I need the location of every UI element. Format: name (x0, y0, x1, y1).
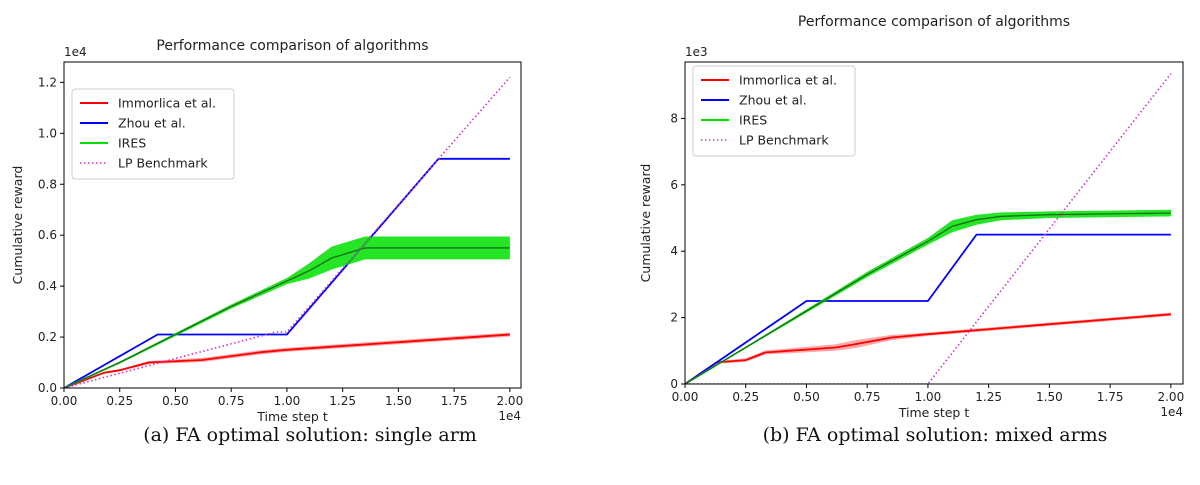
series-mean-line-3 (685, 212, 1171, 384)
x-tick-label: 2.00 (1157, 390, 1184, 404)
y-tick-label: 0 (670, 377, 678, 391)
x-tick-label: 2.00 (496, 394, 523, 408)
x-tick-label: 0.75 (218, 394, 245, 408)
chart-2: Performance comparison of algorithms 0.00… (638, 14, 1184, 446)
y-multiplier: 1e4 (64, 45, 87, 59)
chart-title: Performance comparison of algorithms (798, 14, 1070, 30)
axes-frame (63, 61, 522, 389)
figure-caption: (b) FA optimal solution: mixed arms (763, 424, 1108, 446)
x-tick-label: 0.50 (793, 390, 820, 404)
y-tick-label: 6 (670, 178, 678, 192)
series-line-4 (64, 76, 511, 388)
series-band-3 (685, 209, 1171, 384)
x-tick-label: 1.00 (274, 394, 301, 408)
legend-label-1: Immorlica et al. (739, 73, 837, 88)
series-line-1 (64, 333, 510, 388)
y-tick-label: 1.2 (38, 75, 57, 89)
series-line-2 (64, 157, 510, 388)
legend-label-1: Immorlica et al. (118, 96, 216, 111)
x-multiplier: 1e4 (1160, 405, 1183, 419)
x-tick-label: 0.25 (106, 394, 133, 408)
series-band-1 (685, 312, 1171, 384)
y-tick-label: 0.2 (38, 330, 57, 344)
legend: Immorlica et al. Zhou et al. IRES LP Benchm… (71, 88, 235, 180)
x-tick-label: 0.75 (854, 390, 881, 404)
legend-label-3: IRES (739, 113, 767, 128)
x-tick-label: 1.00 (915, 390, 942, 404)
chart-1: Performance comparison of algorithms0.00… (10, 38, 523, 446)
x-tick-label: 0.00 (51, 394, 78, 408)
y-tick-label: 0.4 (38, 279, 57, 293)
chart-title: Performance comparison of algorithms (156, 38, 428, 54)
y-axis-label: Cumulative reward (638, 164, 653, 283)
legend-label-3: IRES (118, 136, 146, 151)
y-tick-label: 4 (670, 244, 678, 258)
y-tick-label: 8 (670, 111, 678, 125)
y-tick-label: 0.6 (38, 228, 57, 242)
x-axis-label: Time step t (898, 405, 970, 420)
series-line-1 (685, 313, 1171, 384)
legend-box (692, 65, 856, 157)
legend-label-2: Zhou et al. (118, 116, 186, 131)
legend-label-2: Zhou et al. (739, 93, 807, 108)
legend-label-4: LP Benchmark (739, 133, 829, 148)
x-tick-label: 1.50 (1036, 390, 1063, 404)
x-tick-label: 0.00 (672, 390, 699, 404)
x-tick-label: 1.25 (975, 390, 1002, 404)
legend-box (71, 88, 235, 180)
plot-area (685, 73, 1172, 384)
x-tick-label: 1.50 (385, 394, 412, 408)
series-line-2 (685, 233, 1171, 384)
axes-frame (684, 61, 1184, 385)
y-multiplier: 1e3 (685, 45, 708, 59)
y-axis-label: Cumulative reward (10, 166, 25, 285)
y-tick-label: 1.0 (38, 126, 57, 140)
x-tick-label: 0.25 (732, 390, 759, 404)
y-tick-label: 0.8 (38, 177, 57, 191)
y-tick-label: 0.0 (38, 381, 57, 395)
legend: Immorlica et al. Zhou et al. IRES LP Benchm… (692, 65, 856, 157)
series-band-1 (64, 332, 510, 388)
x-multiplier: 1e4 (498, 409, 521, 423)
y-tick-label: 2 (670, 311, 678, 325)
x-tick-label: 1.75 (1097, 390, 1124, 404)
series-mean-line-3 (64, 247, 510, 388)
plot-area (64, 76, 511, 388)
x-tick-label: 1.25 (329, 394, 356, 408)
legend-label-4: LP Benchmark (118, 156, 208, 171)
x-tick-label: 0.50 (162, 394, 189, 408)
figure-caption: (a) FA optimal solution: single arm (143, 424, 477, 446)
x-axis-label: Time step t (256, 409, 328, 424)
series-band-3 (64, 236, 510, 388)
x-tick-label: 1.75 (441, 394, 468, 408)
